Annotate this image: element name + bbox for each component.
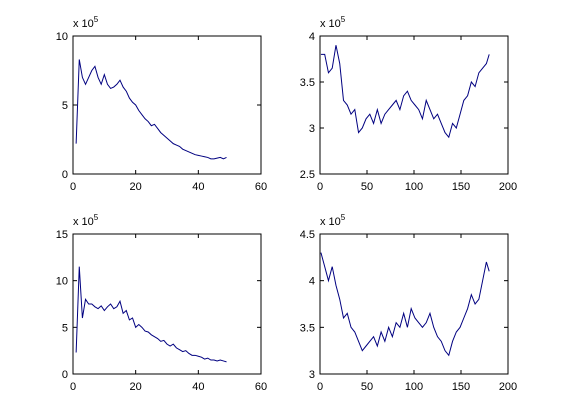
x-tick-label: 100 — [405, 381, 423, 393]
exponent-base: x 10 — [320, 216, 341, 228]
x-tick-label: 150 — [452, 381, 470, 393]
x-tick-label: 60 — [255, 381, 267, 393]
x-tick-label: 200 — [499, 381, 517, 393]
x-tick-label: 40 — [192, 181, 204, 193]
y-tick-label: 15 — [56, 229, 68, 241]
exponent-power: 5 — [94, 15, 99, 24]
x-tick-label: 40 — [192, 381, 204, 393]
exponent-label: x 105 — [320, 15, 346, 30]
x-tick-label: 100 — [405, 181, 423, 193]
x-tick-label: 50 — [361, 181, 373, 193]
y-tick-label: 10 — [56, 276, 68, 288]
x-tick-label: 20 — [130, 181, 142, 193]
exponent-label: x 105 — [73, 213, 99, 228]
axes-box — [72, 35, 262, 175]
x-tick-label: 50 — [361, 381, 373, 393]
y-tick-label: 3 — [309, 369, 315, 381]
data-line — [75, 59, 227, 160]
y-tick-label: 10 — [56, 31, 68, 43]
x-tick-label: 200 — [499, 181, 517, 193]
axes-box — [72, 233, 262, 375]
y-tick-label: 2.5 — [300, 169, 315, 181]
axes-box — [319, 35, 509, 175]
x-tick-label: 0 — [70, 181, 76, 193]
data-line — [320, 252, 490, 357]
exponent-power: 5 — [341, 15, 346, 24]
y-tick-label: 3.5 — [300, 322, 315, 334]
exponent-power: 5 — [94, 213, 99, 222]
exponent-label: x 105 — [73, 15, 99, 30]
y-tick-label: 5 — [62, 100, 68, 112]
y-tick-label: 4 — [309, 31, 315, 43]
exponent-base: x 10 — [73, 216, 94, 228]
x-tick-label: 0 — [317, 381, 323, 393]
exponent-label: x 105 — [320, 213, 346, 228]
data-line — [75, 266, 227, 363]
exponent-power: 5 — [341, 213, 346, 222]
y-tick-label: 4 — [309, 276, 315, 288]
x-tick-label: 60 — [255, 181, 267, 193]
x-tick-label: 150 — [452, 181, 470, 193]
x-tick-label: 0 — [317, 181, 323, 193]
y-tick-label: 0 — [62, 369, 68, 381]
y-tick-label: 0 — [62, 169, 68, 181]
x-tick-label: 0 — [70, 381, 76, 393]
data-line — [320, 45, 490, 139]
y-tick-label: 3.5 — [300, 77, 315, 89]
exponent-base: x 10 — [320, 18, 341, 30]
axes-box — [319, 233, 509, 375]
y-tick-label: 3 — [309, 123, 315, 135]
exponent-base: x 10 — [73, 18, 94, 30]
y-tick-label: 4.5 — [300, 229, 315, 241]
y-tick-label: 5 — [62, 322, 68, 334]
x-tick-label: 20 — [130, 381, 142, 393]
